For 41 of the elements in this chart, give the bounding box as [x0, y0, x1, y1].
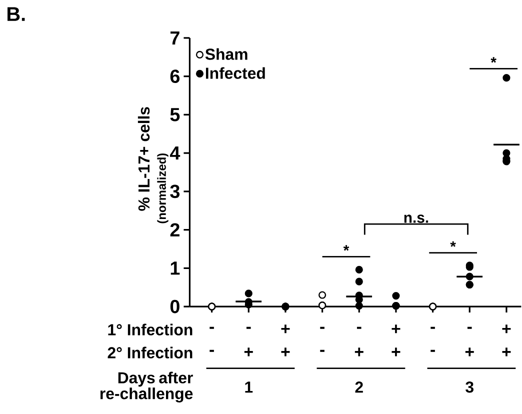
y-axis-title: % IL-17+ cells	[138, 106, 150, 211]
text: +	[354, 347, 364, 356]
legend-label: Sham	[205, 48, 248, 60]
text: -	[210, 350, 214, 352]
text: Days after re-challenge	[100, 372, 193, 402]
text: +	[502, 324, 511, 334]
text: -	[210, 326, 214, 329]
text: B.	[8, 7, 25, 21]
y-tick-label: 0	[170, 300, 180, 314]
text: +	[465, 347, 474, 356]
y-tick-label: 7	[170, 31, 180, 44]
text: -	[320, 326, 324, 329]
annotation: *	[490, 57, 496, 63]
text: (normalized)	[157, 153, 168, 224]
annotation: n.s.	[404, 214, 428, 223]
text: 3	[466, 381, 474, 393]
annotation: *	[450, 241, 456, 247]
text: 1° Infection	[108, 324, 192, 336]
text: +	[392, 324, 400, 334]
text: +	[502, 347, 511, 356]
text: -	[467, 326, 472, 329]
legend-label: Infected	[206, 67, 265, 79]
text: 2° Infection	[108, 346, 192, 358]
y-tick-label: 1	[170, 261, 180, 274]
y-tick-label: 5	[170, 108, 180, 122]
text: +	[392, 347, 400, 356]
y-tick-label: 4	[170, 146, 180, 160]
annotation: *	[343, 245, 350, 251]
text: +	[281, 347, 290, 356]
text: -	[246, 326, 251, 329]
text: 1	[245, 381, 253, 392]
y-tick-label: 2	[170, 223, 180, 236]
y-tick-label: 3	[170, 184, 180, 198]
text: +	[281, 324, 290, 334]
y-tick-label: 6	[170, 69, 180, 83]
text: -	[320, 350, 324, 352]
text: -	[356, 326, 362, 329]
text: -	[430, 350, 435, 352]
text: -	[430, 326, 435, 329]
text: +	[244, 347, 253, 356]
text: 2	[355, 381, 363, 392]
